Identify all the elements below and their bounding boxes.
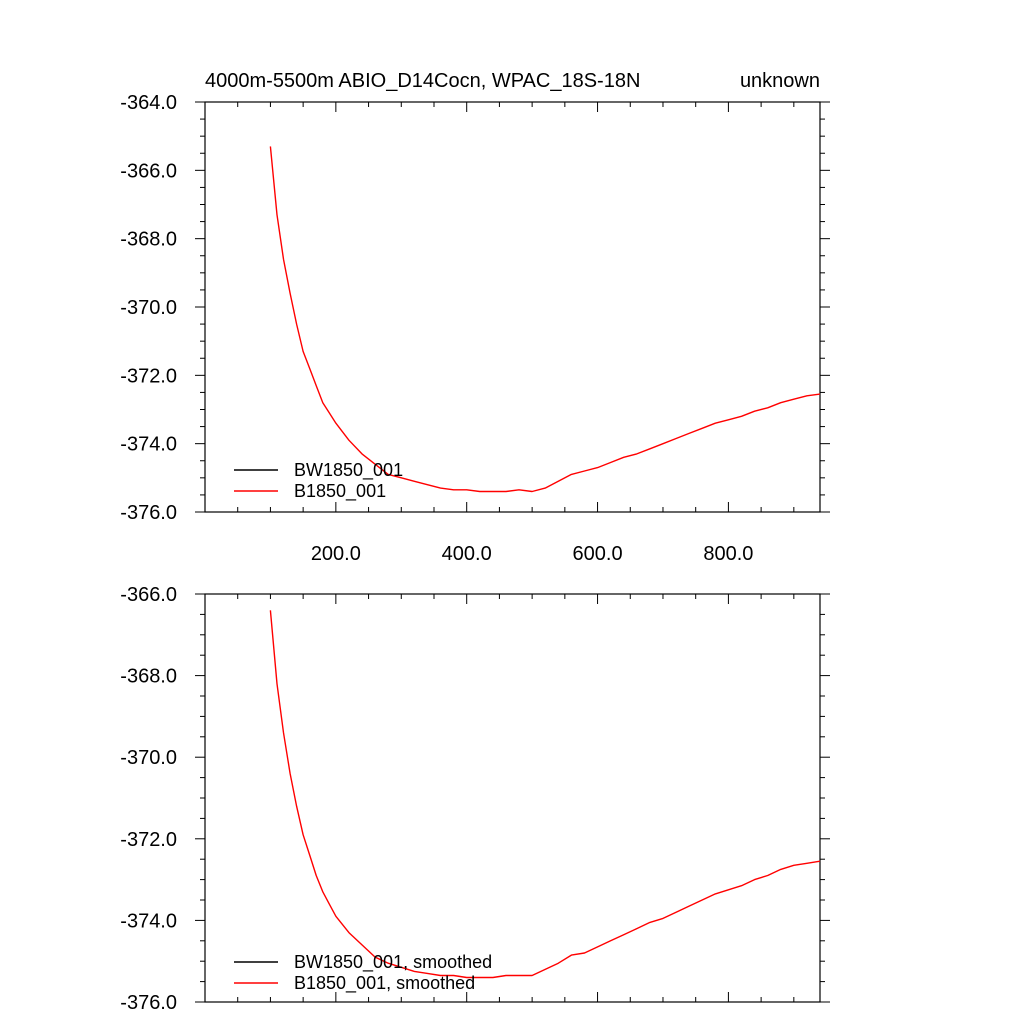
plot-panel-2: -366.0 -368.0 -370.0 -372.0 -374.0 -376.0 BW18… — [120, 584, 830, 1014]
y-tick-label: -376.0 — [120, 992, 177, 1014]
x-tick-label: 400.0 — [442, 543, 492, 565]
chart-title: 4000m-5500m ABIO_D14Cocn, WPAC_18S-18N — [205, 70, 640, 92]
y-tick-label: -366.0 — [120, 160, 177, 182]
y-tick-label: -368.0 — [120, 229, 177, 251]
y-tick-label: -374.0 — [120, 910, 177, 932]
series-line-2 — [269, 610, 821, 979]
plot-panel-1: 200.0 400.0 600.0 800.0 -364.0 -366.0 -368.0 -3… — [120, 70, 830, 565]
plot-frame — [204, 593, 821, 1003]
x-tick-label: 800.0 — [703, 543, 753, 565]
y-tick-label: -376.0 — [120, 502, 177, 524]
chart-subtitle-right: unknown — [740, 70, 820, 92]
series-line-2 — [269, 146, 821, 493]
plot-frame — [204, 101, 821, 513]
y-tick-label: -372.0 — [120, 829, 177, 851]
legend-label: BW1850_001 — [294, 460, 403, 481]
y-tick-label: -370.0 — [120, 297, 177, 319]
y-tick-label: -374.0 — [120, 434, 177, 456]
y-tick-label: -372.0 — [120, 365, 177, 387]
y-tick-label: -364.0 — [120, 92, 177, 114]
y-tick-label: -366.0 — [120, 584, 177, 606]
x-tick-label: 600.0 — [573, 543, 623, 565]
legend-label: B1850_001, smoothed — [294, 973, 475, 994]
y-tick-label: -368.0 — [120, 666, 177, 688]
y-tick-label: -370.0 — [120, 747, 177, 769]
legend-label: BW1850_001, smoothed — [294, 952, 492, 973]
x-tick-label: 200.0 — [311, 543, 361, 565]
legend-label: B1850_001 — [294, 481, 386, 502]
